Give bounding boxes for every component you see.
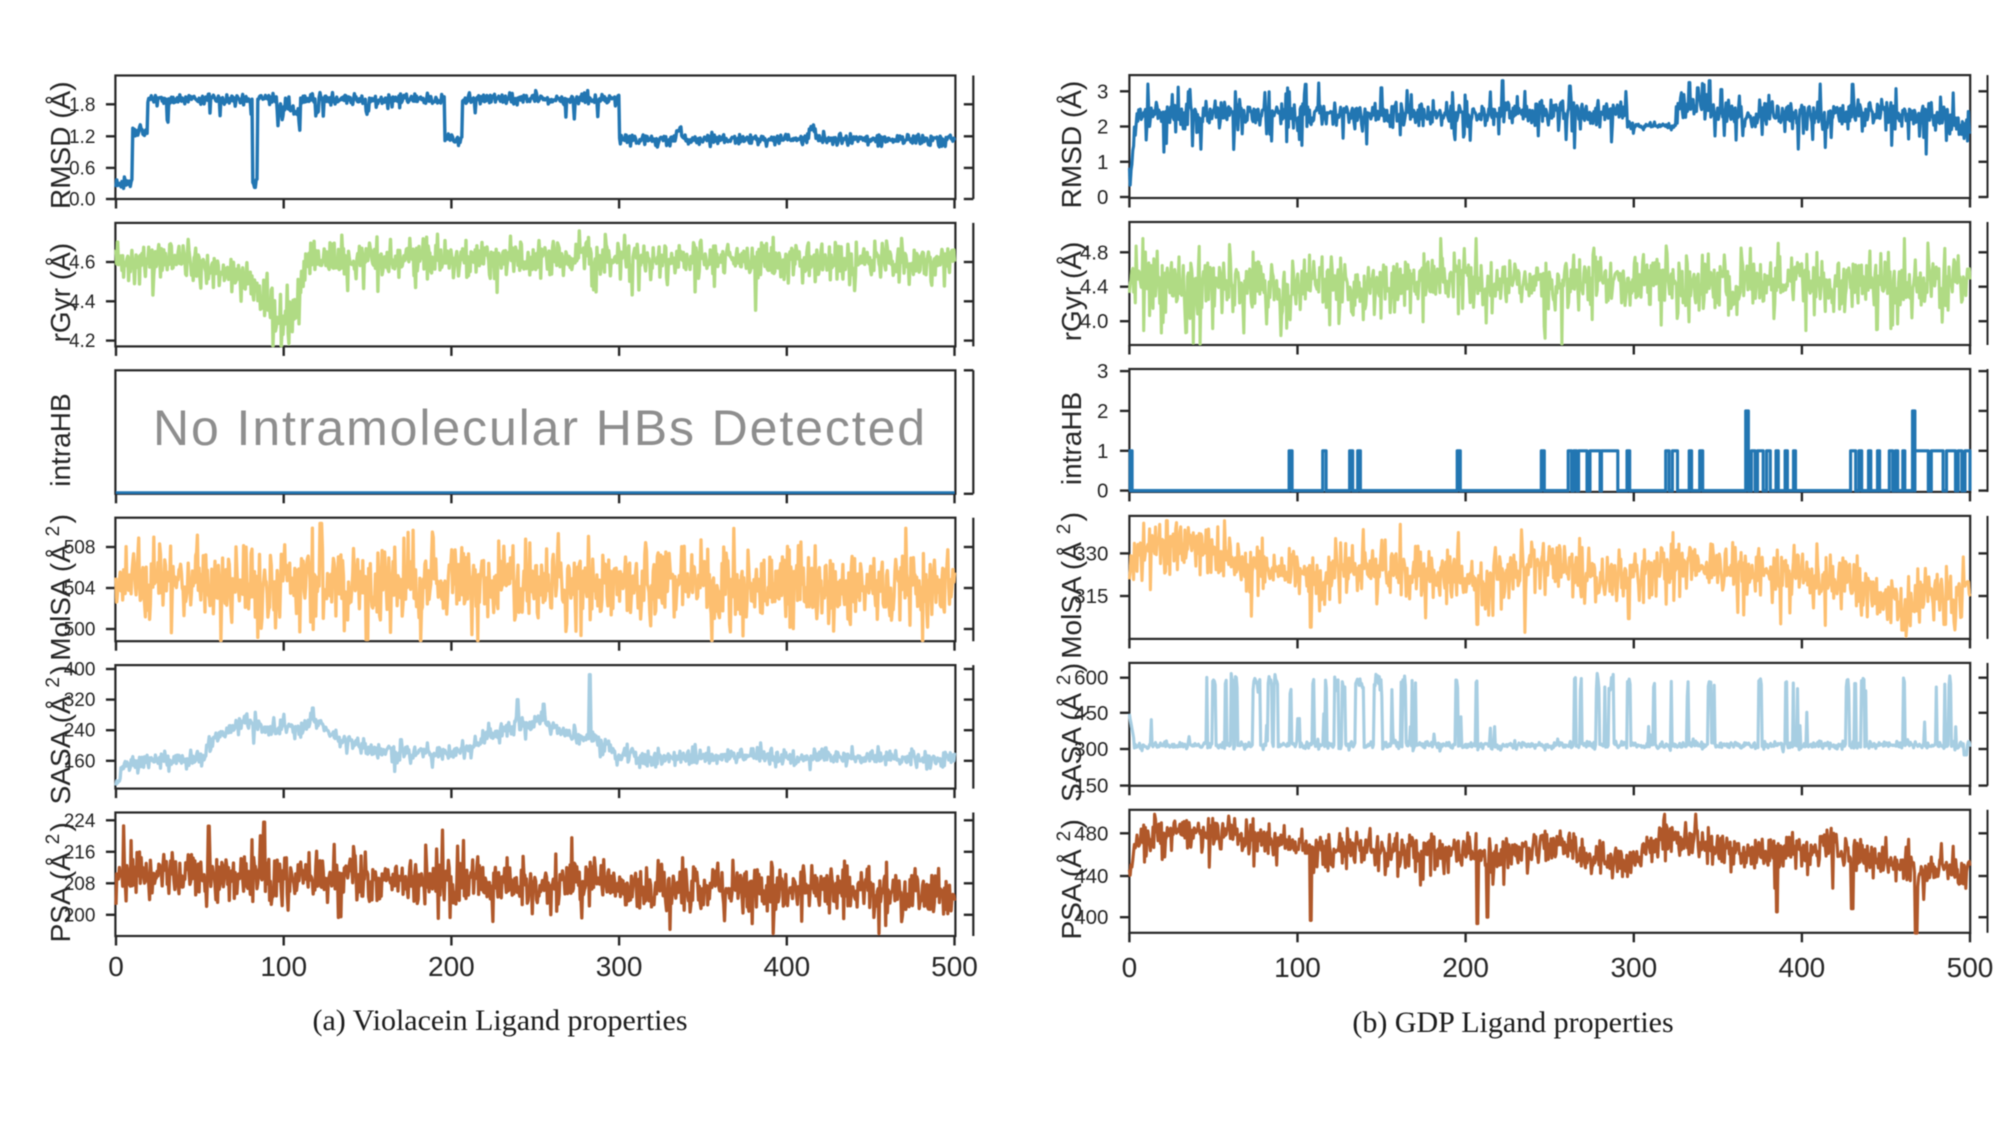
svg-text:440: 440 (1074, 865, 1108, 888)
svg-text:315: 315 (1074, 585, 1108, 608)
svg-text:(b) GDP Ligand properties: (b) GDP Ligand properties (1352, 1006, 1673, 1039)
svg-text:rGyr (Å): rGyr (Å) (45, 243, 76, 343)
svg-text:500: 500 (64, 620, 96, 641)
svg-text:0.0: 0.0 (69, 190, 95, 211)
svg-text:450: 450 (1074, 702, 1108, 725)
svg-text:200: 200 (1442, 952, 1489, 983)
svg-text:intraHB: intraHB (1056, 392, 1087, 485)
svg-text:3: 3 (1097, 80, 1108, 103)
svg-text:400: 400 (64, 660, 96, 681)
svg-text:0.6: 0.6 (69, 158, 95, 179)
svg-text:160: 160 (64, 751, 96, 772)
svg-text:0: 0 (1122, 952, 1138, 983)
svg-text:300: 300 (1610, 952, 1657, 983)
svg-text:508: 508 (64, 538, 96, 559)
svg-text:1: 1 (1097, 151, 1108, 174)
svg-text:320: 320 (64, 690, 96, 711)
svg-text:4.6: 4.6 (69, 253, 95, 274)
svg-text:500: 500 (931, 951, 978, 982)
svg-text:100: 100 (1274, 952, 1321, 983)
svg-text:PSA (Å 2 ): PSA (Å 2 ) (1054, 819, 1087, 939)
svg-text:SASA (Å 2 ): SASA (Å 2 ) (43, 665, 76, 804)
svg-text:3: 3 (1097, 360, 1108, 383)
svg-text:330: 330 (1074, 542, 1108, 565)
svg-text:1: 1 (1097, 440, 1108, 463)
svg-text:224: 224 (64, 811, 96, 832)
svg-text:100: 100 (260, 951, 307, 982)
svg-text:RMSD (Å): RMSD (Å) (1056, 81, 1087, 209)
svg-text:208: 208 (64, 874, 96, 895)
svg-text:2: 2 (1097, 116, 1108, 139)
svg-text:200: 200 (64, 905, 96, 926)
svg-text:480: 480 (1074, 822, 1108, 845)
svg-text:4.2: 4.2 (69, 331, 95, 352)
svg-text:1.2: 1.2 (69, 127, 95, 148)
svg-text:300: 300 (596, 951, 643, 982)
svg-text:300: 300 (1074, 738, 1108, 761)
svg-text:MolSA (Å 2 ): MolSA (Å 2 ) (1054, 512, 1087, 659)
svg-text:MolSA (Å 2 ): MolSA (Å 2 ) (43, 514, 76, 661)
svg-text:4.0: 4.0 (1080, 310, 1109, 333)
svg-text:2: 2 (1097, 400, 1108, 423)
svg-text:4.4: 4.4 (1080, 276, 1109, 299)
svg-text:0: 0 (108, 951, 124, 982)
svg-text:0: 0 (1097, 480, 1108, 503)
svg-text:1.8: 1.8 (69, 95, 95, 116)
svg-text:600: 600 (1074, 667, 1108, 690)
svg-text:400: 400 (1074, 906, 1108, 929)
svg-text:intraHB: intraHB (45, 393, 76, 486)
svg-text:4.8: 4.8 (1080, 241, 1109, 264)
svg-text:(a) Violacein Ligand propertie: (a) Violacein Ligand properties (313, 1004, 688, 1037)
svg-text:240: 240 (64, 721, 96, 742)
svg-text:No Intramolecular HBs Detected: No Intramolecular HBs Detected (153, 400, 927, 456)
svg-text:PSA (Å 2 ): PSA (Å 2 ) (43, 822, 76, 942)
svg-text:216: 216 (64, 842, 96, 863)
svg-text:SASA (Å 2 ): SASA (Å 2 ) (1054, 663, 1087, 802)
svg-text:400: 400 (763, 951, 810, 982)
svg-text:150: 150 (1074, 775, 1108, 798)
svg-text:0: 0 (1097, 186, 1108, 209)
svg-text:rGyr (Å): rGyr (Å) (1056, 242, 1087, 342)
svg-text:504: 504 (64, 579, 96, 600)
svg-text:4.4: 4.4 (69, 292, 96, 313)
svg-text:400: 400 (1779, 952, 1826, 983)
svg-text:RMSD (Å): RMSD (Å) (45, 81, 76, 209)
svg-text:500: 500 (1947, 952, 1994, 983)
svg-text:200: 200 (428, 951, 475, 982)
